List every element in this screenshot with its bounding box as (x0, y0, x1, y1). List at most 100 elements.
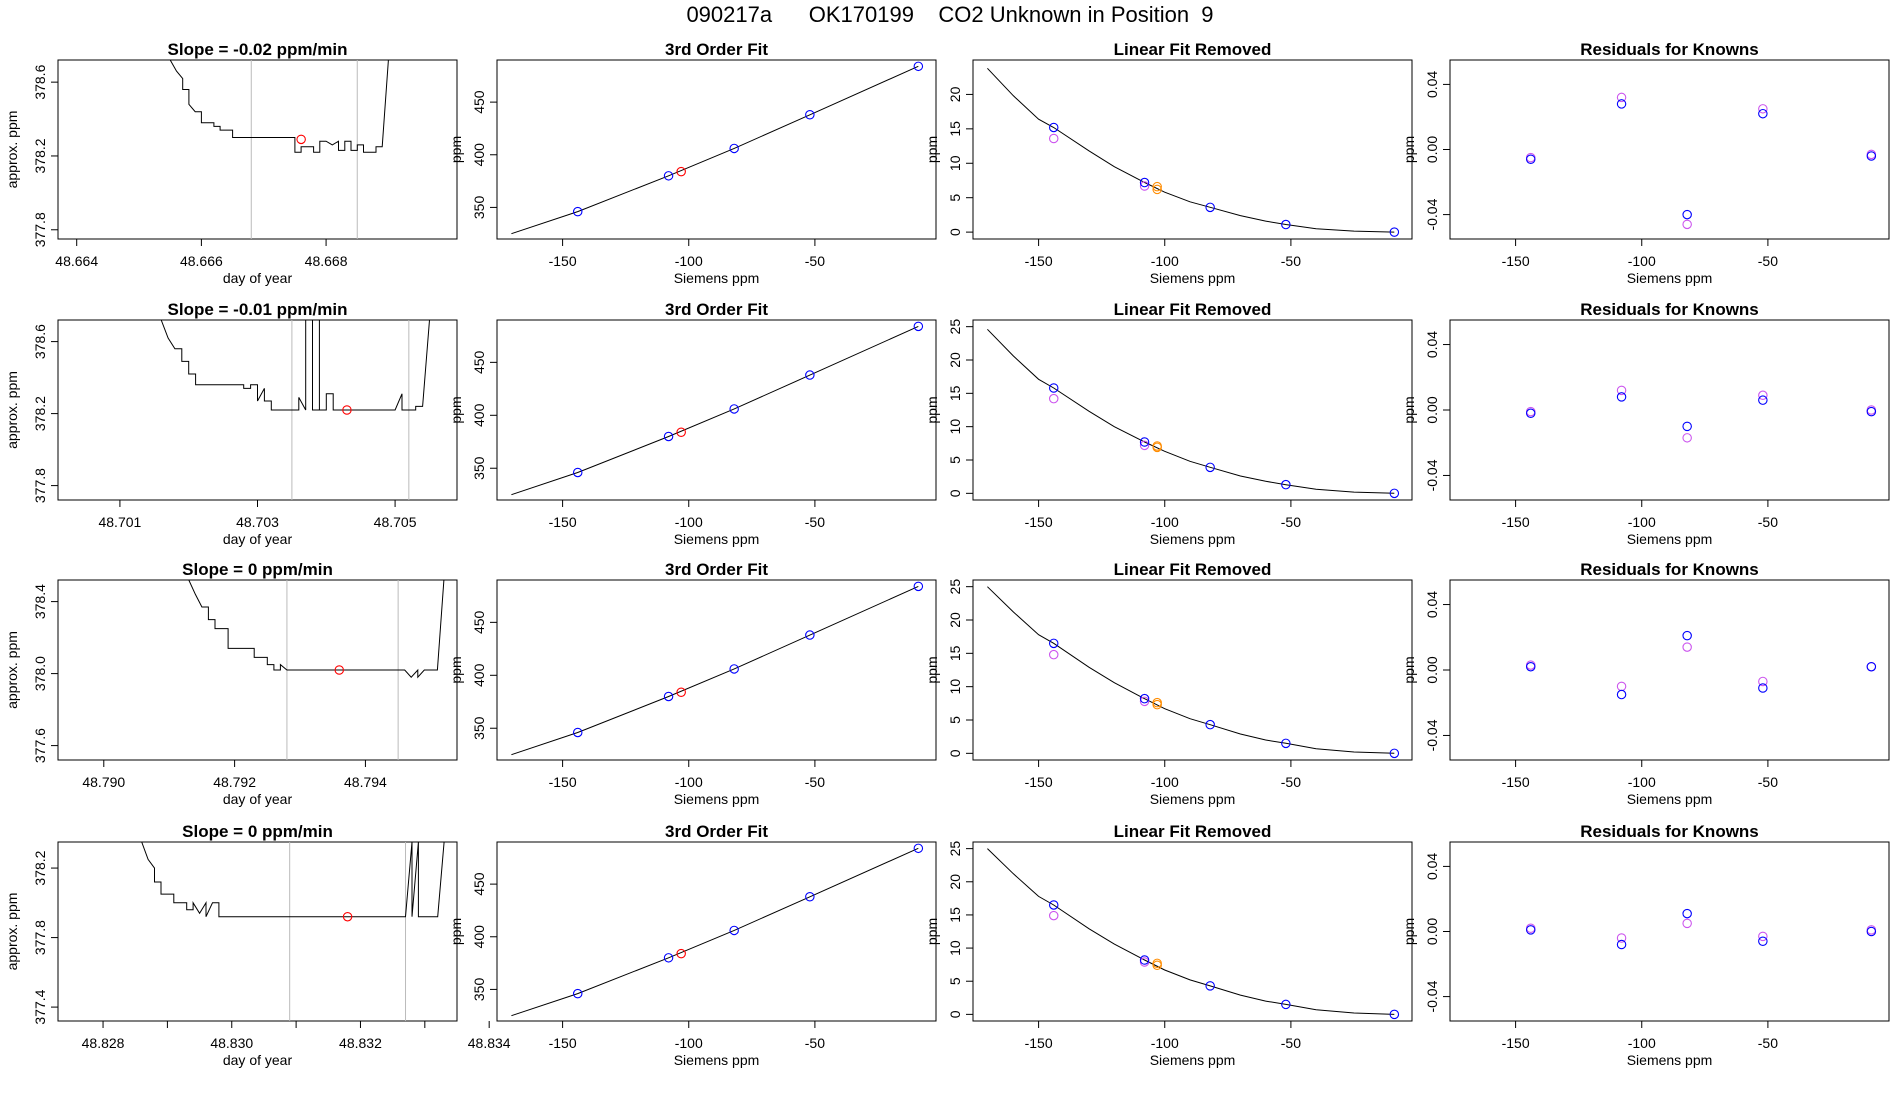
data-point-unknown-fit (1152, 697, 1162, 708)
plot-frame (496, 579, 937, 761)
fit-curve (511, 585, 919, 756)
data-point-unknown-fit (1152, 181, 1162, 192)
data-point-known (729, 143, 739, 154)
data-point-known (1682, 630, 1692, 641)
y-tick-label: 400 (471, 403, 487, 427)
x-tick-label: -100 (1151, 774, 1179, 790)
x-tick-label: -150 (1025, 774, 1053, 790)
x-tick-label: -150 (1502, 774, 1530, 790)
x-axis-label: day of year (223, 791, 293, 807)
data-layer (511, 843, 924, 1017)
data-point-known (1048, 383, 1059, 393)
plot-frame (1449, 319, 1890, 501)
data-point-known (1525, 154, 1536, 165)
data-point-known (805, 630, 815, 640)
x-tick-label: 48.790 (82, 774, 125, 790)
data-point-known-alt (1682, 642, 1692, 652)
y-tick-label: 15 (947, 385, 963, 401)
y-tick-label: 400 (471, 143, 487, 167)
data-layer (160, 320, 430, 500)
x-tick-label: 48.703 (236, 514, 279, 530)
data-point-known-alt (1758, 104, 1768, 114)
data-point-known (1205, 202, 1215, 213)
data-point-known (729, 404, 739, 414)
x-tick-label: -50 (1758, 253, 1778, 269)
x-axis-label: Siemens ppm (674, 1052, 760, 1068)
x-tick-label: 48.668 (305, 253, 348, 269)
panel-title: Residuals for Knowns (1580, 822, 1759, 841)
x-tick-label: -150 (549, 514, 577, 530)
x-tick-label: -150 (549, 774, 577, 790)
data-point-unknown-tank (334, 665, 345, 675)
y-tick-label: 0.04 (1424, 331, 1440, 358)
y-axis-label: ppm (1401, 656, 1417, 683)
y-axis-label: ppm (1401, 136, 1417, 163)
y-tick-label: 377.8 (32, 212, 48, 247)
x-tick-label: -50 (1281, 1035, 1301, 1051)
x-tick-label: -50 (1281, 514, 1301, 530)
y-axis-label: ppm (448, 918, 464, 945)
data-layer (1525, 385, 1877, 443)
data-point-known (663, 171, 674, 181)
x-axis-label: Siemens ppm (1150, 791, 1236, 807)
panel-title: 3rd Order Fit (665, 40, 768, 59)
y-tick-label: 0 (947, 228, 963, 236)
y-tick-label: 377.6 (32, 728, 48, 763)
x-tick-label: -150 (1025, 253, 1053, 269)
panel-title: Linear Fit Removed (1114, 560, 1272, 579)
data-point-known (1389, 1009, 1400, 1020)
x-tick-label: -50 (1281, 774, 1301, 790)
data-point-known (1205, 462, 1215, 473)
plot-frame (496, 319, 937, 501)
data-point-known-alt (1758, 676, 1768, 687)
y-axis-label: ppm (924, 136, 940, 163)
data-point-known (1758, 108, 1768, 119)
panel-r2-c3: Residuals for Knowns -150 -100 -50 -0.04 0.00… (1401, 560, 1890, 807)
data-point-known-alt (1616, 92, 1627, 103)
data-point-known (663, 691, 674, 702)
x-axis-label: Siemens ppm (1150, 270, 1236, 286)
panel-r0-c0: Slope = -0.02 ppm/min 48.664 48.666 48.668 3… (4, 40, 458, 286)
data-point-known (572, 727, 583, 738)
data-point-known-alt (1682, 433, 1692, 443)
panel-title: 3rd Order Fit (665, 300, 768, 319)
panel-r2-c0: Slope = 0 ppm/min 48.790 48.792 48.794 377.6… (4, 560, 458, 807)
y-tick-label: 25 (947, 579, 963, 595)
x-axis-label: Siemens ppm (1627, 1052, 1713, 1068)
data-point-known (1048, 900, 1059, 910)
y-tick-label: 0.00 (1424, 136, 1440, 163)
x-tick-label: -50 (805, 1035, 825, 1051)
plot-frame (972, 319, 1413, 501)
y-tick-label: 20 (947, 612, 963, 628)
x-tick-label: -100 (675, 514, 703, 530)
y-tick-label: 5 (947, 456, 963, 464)
data-layer (511, 321, 924, 496)
x-tick-label: 48.705 (374, 514, 417, 530)
data-point-known-alt (1616, 681, 1627, 692)
x-tick-label: -100 (1628, 253, 1656, 269)
data-point-known (1048, 122, 1059, 133)
panel-title: Slope = 0 ppm/min (182, 822, 333, 841)
y-tick-label: 350 (471, 196, 487, 220)
x-tick-label: -100 (1628, 774, 1656, 790)
y-axis-label: ppm (448, 136, 464, 163)
x-tick-label: -50 (1281, 253, 1301, 269)
y-tick-label: 350 (471, 456, 487, 480)
panel-r3-c3: Residuals for Knowns -150 -100 -50 -0.04 0.00… (1401, 822, 1890, 1068)
panel-r1-c0: Slope = -0.01 ppm/min 48.701 48.703 48.705 3… (4, 300, 458, 547)
panel-r1-c3: Residuals for Knowns -150 -100 -50 -0.04 0.00… (1401, 300, 1890, 547)
y-tick-label: -0.04 (1424, 980, 1440, 1012)
data-point-known-alt (1048, 649, 1059, 660)
x-tick-label: 48.792 (213, 774, 256, 790)
data-point-known (1616, 939, 1627, 950)
data-point-known (1281, 219, 1291, 230)
y-tick-label: 0.04 (1424, 71, 1440, 98)
y-tick-label: 0.00 (1424, 396, 1440, 423)
y-tick-label: 350 (471, 716, 487, 740)
x-axis-label: Siemens ppm (674, 531, 760, 547)
plot-frame (496, 59, 937, 240)
y-tick-label: 0.00 (1424, 918, 1440, 945)
data-point-known (729, 664, 739, 674)
y-tick-label: 450 (471, 350, 487, 374)
fit-curve (987, 67, 1395, 233)
